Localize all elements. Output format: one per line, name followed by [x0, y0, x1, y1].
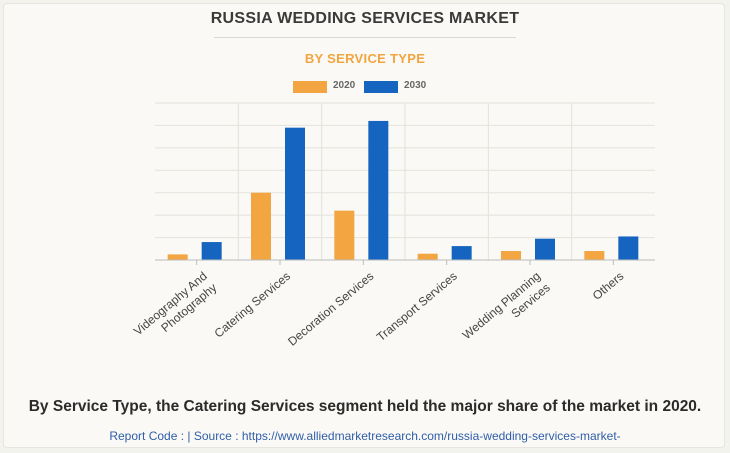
x-tick-label-line: Transport Services — [374, 269, 460, 344]
x-tick-label: Others — [590, 269, 627, 303]
source-line[interactable]: Report Code : | Source : https://www.all… — [109, 429, 621, 443]
bar-2020 — [501, 251, 521, 260]
legend-swatch-2020 — [293, 81, 327, 93]
x-tick-label: Catering Services — [212, 269, 294, 341]
chart-subtitle: BY SERVICE TYPE — [304, 51, 426, 66]
bar-2030 — [285, 127, 305, 261]
bar-2030 — [535, 238, 555, 260]
legend-label-2030: 2030 — [404, 80, 427, 91]
bar-2020 — [584, 251, 605, 260]
x-tick-label: Decoration Services — [285, 269, 376, 349]
x-tick-label-line: Others — [590, 269, 627, 303]
legend-swatch-2030 — [364, 81, 398, 93]
chart-caption: By Service Type, the Catering Services s… — [28, 398, 702, 415]
bar-2020 — [417, 253, 438, 260]
bar-2020 — [251, 192, 271, 260]
bar-2030 — [451, 246, 472, 260]
chart-title: RUSSIA WEDDING SERVICES MARKET — [210, 10, 520, 27]
title-divider — [214, 37, 516, 38]
x-tick-label: Transport Services — [374, 269, 460, 344]
x-tick-label-line: Catering Services — [212, 269, 294, 341]
bar-2020 — [167, 254, 188, 260]
bar-2030 — [201, 242, 222, 260]
bar-2030 — [618, 236, 639, 260]
x-tick-label-line: Decoration Services — [285, 269, 376, 349]
x-tick-label: Wedding PlanningServices — [460, 269, 553, 354]
legend-label-2020: 2020 — [333, 80, 356, 91]
bar-2030 — [368, 120, 389, 260]
chart-card — [3, 3, 725, 448]
bar-2020 — [334, 210, 355, 260]
x-tick-label: Videography AndPhotography — [131, 269, 220, 350]
